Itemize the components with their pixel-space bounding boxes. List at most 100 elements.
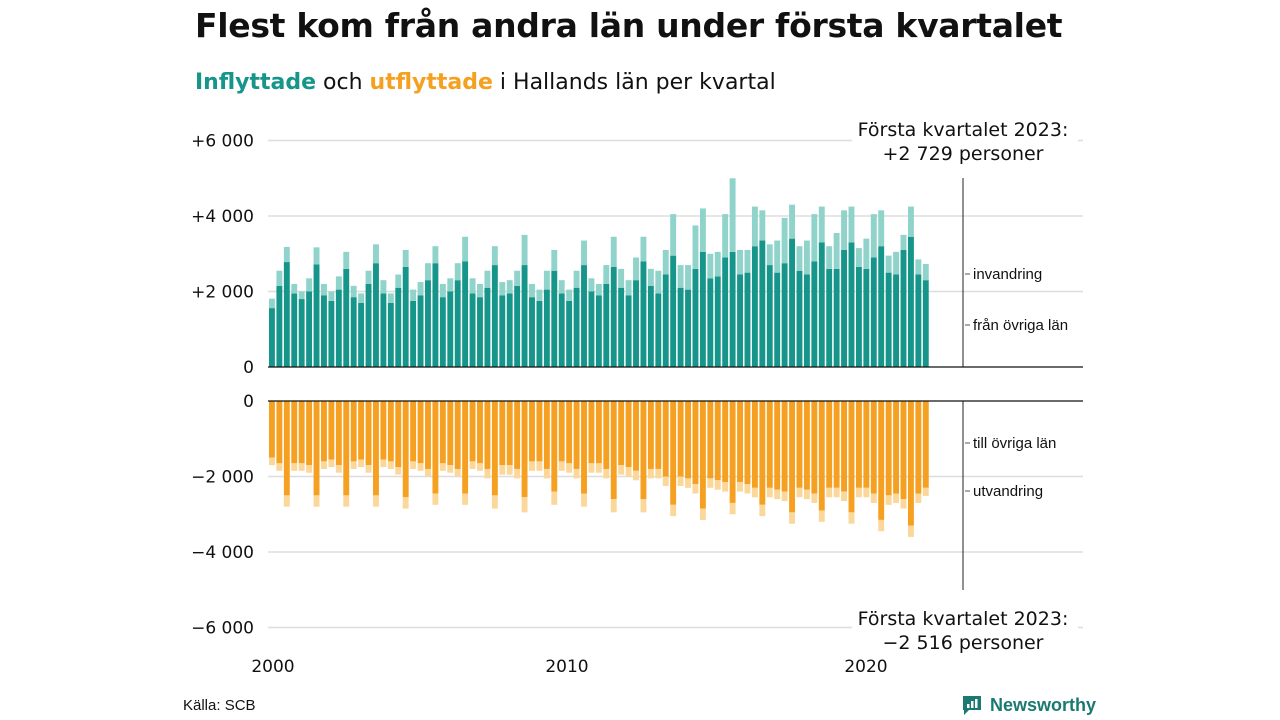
bar-out-domestic	[789, 401, 795, 513]
x-tick-label: 2010	[545, 657, 588, 677]
bar-out-domestic	[618, 401, 625, 466]
bar-out-emigration	[885, 495, 892, 505]
bar-out-domestic	[907, 401, 914, 526]
bar-out-domestic	[729, 401, 736, 503]
bar-in-immigration	[855, 248, 862, 267]
bar-out-emigration	[863, 487, 870, 498]
bar-in-domestic	[699, 251, 706, 367]
bar-out-emigration	[417, 463, 424, 471]
bar-in-immigration	[558, 280, 565, 294]
bar-in-domestic	[313, 264, 320, 367]
bar-in-domestic	[321, 295, 327, 367]
bar-out-emigration	[558, 461, 565, 471]
bar-out-emigration	[439, 463, 446, 471]
series-label-invandring: invandring	[973, 266, 1042, 283]
bar-out-domestic	[766, 401, 773, 488]
bar-out-domestic	[677, 401, 684, 477]
bar-out-domestic	[321, 401, 327, 462]
bar-out-emigration	[781, 491, 788, 502]
bar-in-domestic	[610, 266, 617, 367]
bar-out-emigration	[536, 461, 543, 471]
bar-in-immigration	[692, 225, 699, 269]
bar-out-emigration	[313, 495, 320, 507]
bar-in-domestic	[878, 246, 885, 367]
bar-in-immigration	[781, 217, 788, 264]
bar-out-domestic	[551, 401, 558, 492]
bar-in-immigration	[699, 208, 706, 252]
newsworthy-logo: Newsworthy	[960, 693, 1096, 717]
bar-in-immigration	[647, 268, 654, 286]
bar-out-emigration	[640, 499, 647, 513]
bar-in-immigration	[566, 289, 573, 301]
bar-out-domestic	[692, 401, 699, 485]
bar-in-immigration	[751, 206, 758, 247]
bar-in-domestic	[581, 265, 587, 367]
annotation-top: +2 729 personer	[883, 143, 1044, 165]
bar-in-immigration	[670, 214, 677, 256]
bar-in-domestic	[595, 295, 602, 367]
bar-in-immigration	[900, 234, 907, 250]
bar-in-immigration	[551, 249, 558, 271]
bar-in-immigration	[439, 283, 446, 298]
bar-in-domestic	[766, 265, 773, 367]
bar-out-domestic	[893, 401, 900, 494]
bar-in-domestic	[915, 274, 922, 367]
bar-in-domestic	[707, 278, 714, 367]
series-label-fran-ovriga-lan: från övriga län	[973, 317, 1068, 334]
bar-in-immigration	[707, 253, 714, 279]
bar-in-domestic	[350, 297, 357, 367]
bar-out-domestic	[283, 401, 290, 496]
bar-in-immigration	[863, 238, 870, 269]
brand-name: Newsworthy	[990, 694, 1097, 715]
bar-in-immigration	[283, 246, 290, 263]
bar-in-domestic	[328, 300, 335, 367]
bar-out-emigration	[633, 470, 639, 481]
bar-in-domestic	[543, 289, 550, 367]
bar-out-emigration	[395, 467, 402, 475]
bar-out-domestic	[581, 401, 587, 494]
bar-out-emigration	[818, 510, 825, 522]
bar-out-domestic	[833, 401, 840, 488]
bar-in-domestic	[811, 261, 818, 367]
bar-in-immigration	[603, 265, 610, 284]
bar-in-immigration	[454, 263, 461, 281]
bar-in-domestic	[863, 268, 870, 367]
bar-in-domestic	[477, 297, 483, 367]
y-tick-label-bottom: −2 000	[191, 468, 254, 488]
bar-in-domestic	[848, 242, 855, 367]
bar-in-immigration	[655, 270, 662, 294]
bar-out-domestic	[454, 401, 461, 469]
bar-out-emigration	[469, 461, 476, 469]
bar-out-domestic	[699, 401, 706, 509]
bar-out-domestic	[462, 401, 469, 494]
bar-in-immigration	[818, 206, 825, 243]
bar-out-emigration	[358, 459, 365, 468]
bar-out-domestic	[818, 401, 825, 511]
bar-out-domestic	[343, 401, 350, 496]
bar-out-domestic	[335, 401, 342, 466]
bar-in-domestic	[506, 293, 513, 367]
bar-out-emigration	[432, 493, 439, 505]
bar-out-domestic	[811, 401, 818, 494]
bar-in-immigration	[269, 298, 275, 309]
bar-out-emigration	[335, 465, 342, 473]
bar-out-domestic	[514, 401, 521, 469]
bar-out-domestic	[380, 401, 387, 460]
bar-out-emigration	[625, 467, 632, 477]
bar-in-domestic	[603, 283, 610, 367]
bar-out-emigration	[477, 463, 483, 471]
bar-in-immigration	[477, 283, 483, 298]
bar-out-emigration	[647, 468, 654, 479]
bar-out-domestic	[425, 401, 431, 469]
bar-in-immigration	[313, 247, 320, 265]
bar-out-emigration	[610, 499, 617, 513]
bar-in-domestic	[922, 280, 929, 367]
bar-in-immigration	[885, 255, 892, 273]
bar-out-emigration	[306, 465, 313, 473]
bar-in-immigration	[662, 249, 669, 275]
bar-in-immigration	[640, 236, 647, 262]
bar-in-domestic	[655, 293, 662, 367]
bar-in-domestic	[499, 295, 506, 367]
bar-out-emigration	[722, 482, 729, 492]
